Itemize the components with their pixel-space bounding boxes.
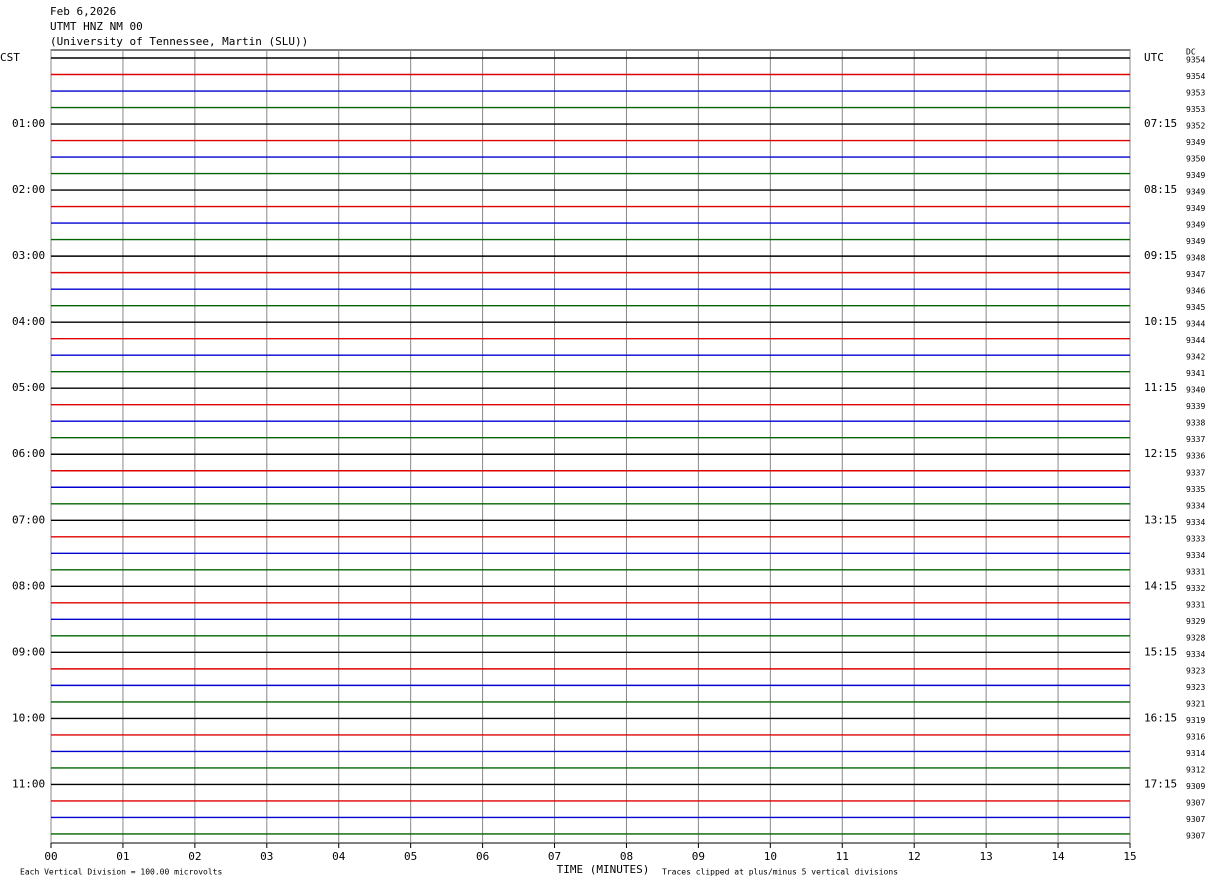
right-time-label: 08:15 [1144,183,1177,196]
dc-value: 9323 [1186,683,1205,692]
x-tick-label: 02 [188,850,201,863]
x-tick-label: 09 [692,850,705,863]
header-line: (University of Tennessee, Martin (SLU)) [50,35,308,48]
left-time-label: 02:00 [12,183,45,196]
x-tick-label: 10 [764,850,777,863]
dc-value: 9333 [1186,534,1205,543]
dc-value: 9349 [1186,237,1205,246]
dc-value: 9337 [1186,435,1205,444]
x-tick-label: 05 [404,850,417,863]
dc-header: DC [1186,48,1196,57]
dc-value: 9334 [1186,518,1205,527]
header-line: Feb 6,2026 [50,5,116,18]
x-tick-label: 01 [116,850,129,863]
left-time-label: 03:00 [12,249,45,262]
dc-value: 9331 [1186,600,1205,609]
dc-value: 9354 [1186,56,1205,65]
dc-value: 9314 [1186,749,1205,758]
dc-value: 9344 [1186,336,1205,345]
right-time-label: UTC [1144,51,1164,64]
left-time-label: 06:00 [12,447,45,460]
left-time-label: 01:00 [12,117,45,130]
dc-value: 9334 [1186,650,1205,659]
left-time-label: 09:00 [12,645,45,658]
dc-value: 9347 [1186,270,1205,279]
dc-value: 9353 [1186,105,1205,114]
right-time-label: 15:15 [1144,645,1177,658]
dc-value: 9341 [1186,369,1205,378]
x-tick-label: 11 [836,850,849,863]
dc-value: 9307 [1186,815,1205,824]
dc-value: 9307 [1186,798,1205,807]
dc-value: 9312 [1186,765,1205,774]
dc-value: 9350 [1186,155,1205,164]
dc-value: 9309 [1186,782,1205,791]
x-tick-label: 07 [548,850,561,863]
dc-value: 9349 [1186,204,1205,213]
right-time-label: 14:15 [1144,579,1177,592]
dc-value: 9349 [1186,171,1205,180]
dc-value: 9307 [1186,831,1205,840]
dc-value: 9336 [1186,452,1205,461]
left-time-label: CST [0,51,20,64]
dc-value: 9354 [1186,72,1205,81]
dc-value: 9340 [1186,386,1205,395]
dc-value: 9344 [1186,320,1205,329]
dc-value: 9319 [1186,716,1205,725]
dc-value: 9339 [1186,402,1205,411]
right-time-label: 13:15 [1144,513,1177,526]
dc-value: 9346 [1186,287,1205,296]
x-tick-label: 03 [260,850,273,863]
x-tick-label: 06 [476,850,489,863]
dc-value: 9353 [1186,89,1205,98]
right-time-label: 17:15 [1144,777,1177,790]
right-time-label: 10:15 [1144,315,1177,328]
dc-value: 9321 [1186,699,1205,708]
x-tick-label: 08 [620,850,633,863]
dc-value: 9352 [1186,122,1205,131]
dc-value: 9316 [1186,732,1205,741]
dc-value: 9348 [1186,254,1205,263]
dc-value: 9334 [1186,501,1205,510]
dc-value: 9338 [1186,419,1205,428]
right-time-label: 11:15 [1144,381,1177,394]
dc-value: 9331 [1186,567,1205,576]
dc-value: 9337 [1186,468,1205,477]
dc-value: 9345 [1186,303,1205,312]
right-time-label: 12:15 [1144,447,1177,460]
x-tick-label: 13 [980,850,993,863]
x-tick-label: 12 [908,850,921,863]
left-time-label: 04:00 [12,315,45,328]
x-tick-label: 15 [1123,850,1136,863]
footer-left: Each Vertical Division = 100.00 microvol… [20,868,222,877]
right-time-label: 16:15 [1144,711,1177,724]
dc-value: 9332 [1186,584,1205,593]
left-time-label: 08:00 [12,579,45,592]
dc-value: 9334 [1186,551,1205,560]
left-time-label: 11:00 [12,777,45,790]
header-line: UTMT HNZ NM 00 [50,20,143,33]
x-tick-label: 00 [44,850,57,863]
footer-right: Traces clipped at plus/minus 5 vertical … [662,868,898,877]
x-tick-label: 04 [332,850,346,863]
x-axis-title: TIME (MINUTES) [557,863,650,876]
dc-value: 9323 [1186,666,1205,675]
right-time-label: 07:15 [1144,117,1177,130]
right-time-label: 09:15 [1144,249,1177,262]
dc-value: 9349 [1186,221,1205,230]
dc-value: 9342 [1186,353,1205,362]
x-tick-label: 14 [1051,850,1065,863]
dc-value: 9335 [1186,485,1205,494]
left-time-label: 07:00 [12,513,45,526]
dc-value: 9349 [1186,138,1205,147]
dc-value: 9328 [1186,633,1205,642]
dc-value: 9349 [1186,188,1205,197]
left-time-label: 10:00 [12,711,45,724]
dc-value: 9329 [1186,617,1205,626]
left-time-label: 05:00 [12,381,45,394]
